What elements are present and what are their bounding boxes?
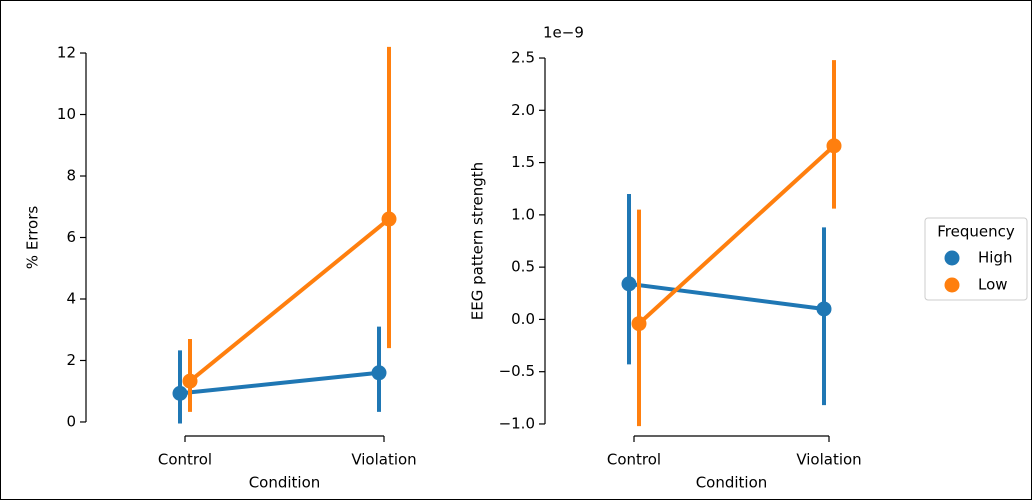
- y-tick-label: 2: [66, 351, 76, 369]
- y-tick-label: −1.0: [499, 414, 535, 432]
- point: [816, 301, 832, 317]
- y-tick-label: 2.0: [511, 101, 535, 119]
- y-tick-label: 0.0: [511, 310, 535, 328]
- legend-label: Low: [978, 276, 1008, 294]
- series-line: [188, 217, 391, 383]
- legend-title: Frequency: [937, 223, 1015, 241]
- y-tick-label: 1.5: [511, 153, 535, 171]
- series-line: [637, 144, 836, 326]
- point: [172, 385, 188, 401]
- y-tick-label: 2.5: [511, 49, 535, 67]
- y-tick-label: 10: [57, 105, 76, 123]
- series-line: [179, 370, 380, 396]
- point: [182, 373, 198, 389]
- x-axis-label: Condition: [249, 474, 321, 492]
- y-tick-label: 4: [66, 289, 76, 307]
- legend-label: High: [978, 249, 1012, 267]
- x-tick-label: Violation: [351, 451, 416, 469]
- point: [381, 211, 397, 227]
- y-tick-label: −0.5: [499, 362, 535, 380]
- y-axis-label: % Errors: [24, 206, 42, 270]
- x-tick-label: Violation: [796, 451, 861, 469]
- point: [621, 276, 637, 292]
- y-tick-label: 0.5: [511, 258, 535, 276]
- point: [826, 138, 842, 154]
- x-tick-label: Control: [158, 451, 212, 469]
- y-axis-label: EEG pattern strength: [469, 162, 487, 320]
- y-tick-label: 8: [66, 167, 76, 185]
- y-tick-label: 6: [66, 228, 76, 246]
- legend-marker: [944, 250, 960, 266]
- y-tick-label: 12: [57, 44, 76, 62]
- y-tick-label: 0: [66, 412, 76, 430]
- x-tick-label: Control: [607, 451, 661, 469]
- x-axis-label: Condition: [696, 474, 768, 492]
- point: [371, 365, 387, 381]
- offset-text: 1e−9: [543, 24, 584, 42]
- legend-marker: [944, 277, 960, 293]
- point: [631, 316, 647, 332]
- series-line: [628, 281, 825, 311]
- y-tick-label: 1.0: [511, 205, 535, 223]
